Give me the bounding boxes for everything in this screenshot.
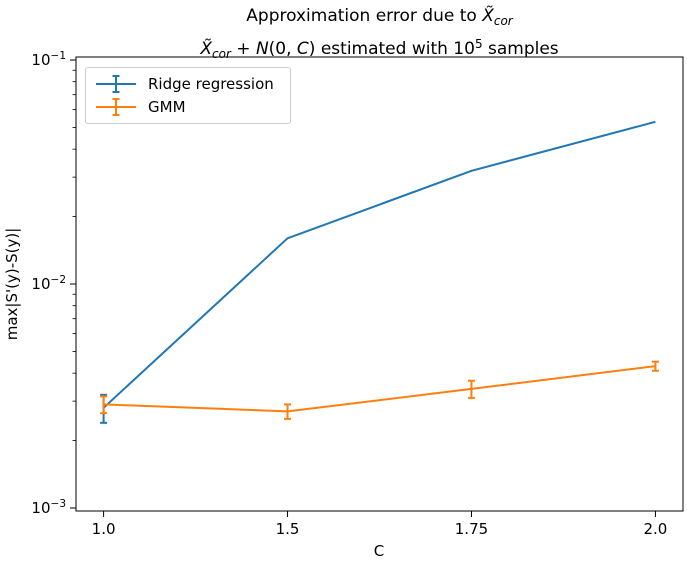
x-axis-label: C <box>374 542 384 560</box>
title2-var-c: C <box>296 39 309 59</box>
y-tick-label: 10−3 <box>31 498 66 517</box>
y-axis-label: max|S'(y)-S(y)| <box>3 228 21 341</box>
title2-close: ) estimated with 10 <box>308 39 475 59</box>
legend-label-gmm: GMM <box>148 97 186 116</box>
series-line-ridge-regression <box>102 120 656 409</box>
title2-args: (0, <box>268 39 297 59</box>
x-tick-label: 2.0 <box>643 520 667 538</box>
x-tick-label: 1.0 <box>92 520 116 538</box>
y-tick-label: 10−2 <box>31 274 66 293</box>
title-text: Approximation error due to <box>246 6 483 26</box>
error-bar-gmm <box>467 379 475 399</box>
y-tick-label: 10−1 <box>31 50 66 69</box>
title2-tail: samples <box>482 39 559 59</box>
title-var-xcor: X̃ <box>482 6 494 26</box>
chart-title-line1: Approximation error due to X̃cor <box>76 5 683 33</box>
legend-item-gmm: GMM <box>94 95 282 118</box>
x-tick-label: 1.75 <box>455 520 488 538</box>
title2-exponent: 5 <box>474 37 483 51</box>
axes-frame <box>75 56 684 512</box>
error-bar-gmm <box>100 395 108 415</box>
error-bar-gmm <box>284 403 292 420</box>
title2-var-n: N <box>255 39 269 59</box>
title2-var-xcor: X̃ <box>200 39 212 59</box>
x-tick-label: 1.5 <box>276 520 300 538</box>
legend-item-ridge-regression: Ridge regression <box>94 72 282 95</box>
title2-plus: + <box>230 39 256 59</box>
errorbar-marker-icon <box>96 97 136 116</box>
errorbar-marker-icon <box>96 74 136 93</box>
series-line-gmm <box>103 365 656 413</box>
error-bar-gmm <box>651 360 659 372</box>
legend: Ridge regression GMM <box>85 67 291 124</box>
legend-label-ridge-regression: Ridge regression <box>148 74 274 93</box>
title-var-xcor-subscript: cor <box>493 14 513 28</box>
